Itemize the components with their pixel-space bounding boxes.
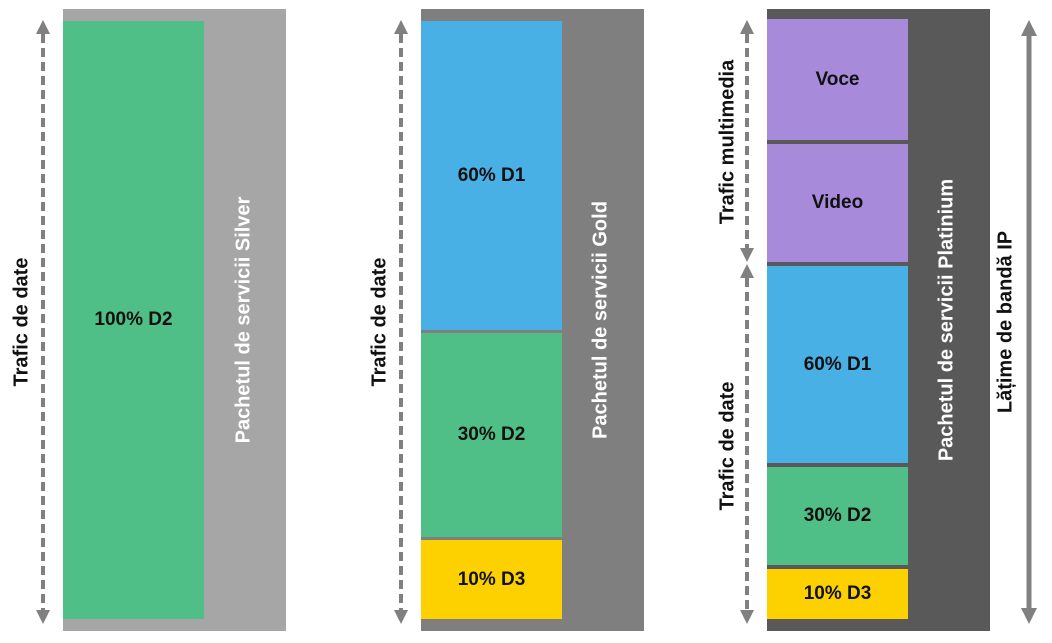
gold-d2-segment: 30% D2 bbox=[421, 333, 562, 537]
platinum-data-traffic-arrow bbox=[740, 264, 754, 624]
platinum-voice-segment: Voce bbox=[767, 19, 908, 140]
gold-package-name: Pachetul de servicii Gold bbox=[589, 201, 612, 439]
platinum-d1-label: 60% D1 bbox=[803, 353, 872, 375]
platinum-package-name: Pachetul de servicii Platinium bbox=[935, 178, 958, 462]
gold-d1-segment: 60% D1 bbox=[421, 21, 562, 330]
platinum-multimedia-arrow bbox=[740, 20, 754, 262]
silver-d2-segment: 100% D2 bbox=[63, 21, 204, 619]
silver-data-traffic-arrow bbox=[36, 20, 50, 624]
platinum-multimedia-label: Trafic multimedia bbox=[716, 59, 739, 225]
silver-d2-label: 100% D2 bbox=[94, 309, 173, 330]
platinum-video-label: Video bbox=[811, 192, 864, 213]
platinum-d1-segment: 60% D1 bbox=[767, 266, 908, 463]
gold-d1-label: 60% D1 bbox=[457, 164, 526, 186]
platinum-data-traffic-label: Trafic de date bbox=[716, 381, 739, 511]
gold-d3-segment: 10% D3 bbox=[421, 540, 562, 619]
silver-data-traffic-label: Trafic de date bbox=[10, 257, 33, 387]
platinum-d2-segment: 30% D2 bbox=[767, 467, 908, 565]
platinum-d2-label: 30% D2 bbox=[803, 505, 872, 526]
gold-d3-label: 10% D3 bbox=[457, 568, 526, 590]
platinum-d3-segment: 10% D3 bbox=[767, 569, 908, 619]
silver-package-name: Pachetul de servicii Silver bbox=[232, 196, 255, 444]
platinum-voice-label: Voce bbox=[815, 68, 860, 90]
ip-bandwidth-arrow bbox=[1021, 20, 1037, 624]
gold-data-traffic-arrow bbox=[394, 20, 408, 624]
gold-d2-label: 30% D2 bbox=[457, 424, 526, 445]
ip-bandwidth-label: Lățime de bandă IP bbox=[994, 230, 1017, 414]
platinum-video-segment: Video bbox=[767, 144, 908, 262]
gold-data-traffic-label: Trafic de date bbox=[368, 257, 391, 387]
platinum-d3-label: 10% D3 bbox=[803, 583, 872, 604]
